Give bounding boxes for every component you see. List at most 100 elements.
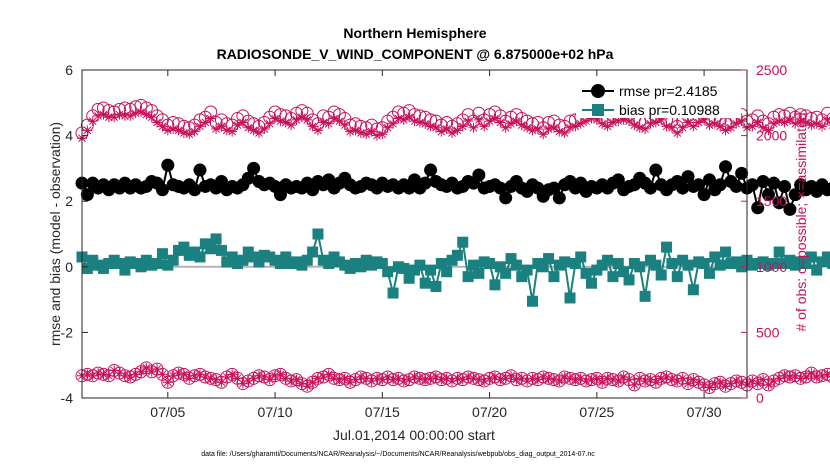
obs-assimilated-point: [554, 375, 565, 386]
obs-assimilated-point: [103, 370, 114, 381]
bias-point: [441, 266, 453, 278]
obs-assimilated-point: [516, 120, 527, 131]
bias-point: [580, 267, 592, 279]
obs-assimilated-point: [624, 374, 635, 385]
obs-assimilated-point: [506, 370, 517, 381]
obs-assimilated-point: [227, 126, 238, 137]
obs-assimilated-point: [119, 370, 130, 381]
obs-assimilated-point: [468, 122, 479, 133]
bias-point: [430, 280, 442, 292]
bias-point: [703, 267, 715, 279]
obs-possible-point: [161, 375, 175, 389]
obs-assimilated-point: [452, 125, 463, 136]
y-axis-left-label: rmse and bias (model - observation): [47, 122, 63, 346]
obs-assimilated-point: [629, 120, 640, 131]
rmse-point: [676, 181, 690, 195]
bias-point: [494, 261, 506, 273]
obs-assimilated-point: [414, 373, 425, 384]
obs-assimilated-point: [366, 126, 377, 137]
obs-assimilated-point: [227, 369, 238, 380]
obs-assimilated-point: [312, 373, 323, 384]
obs-assimilated-point: [216, 377, 227, 388]
bias-point: [585, 277, 597, 289]
bias-point: [639, 290, 651, 302]
bias-point: [355, 261, 367, 273]
obs-assimilated-point: [253, 370, 264, 381]
obs-assimilated-point: [441, 373, 452, 384]
obs-assimilated-point: [688, 374, 699, 385]
obs-assimilated-point: [211, 374, 222, 385]
obs-assimilated-point: [640, 375, 651, 386]
obs-assimilated-point: [205, 113, 216, 124]
y-left-tick-label: 4: [65, 128, 73, 144]
obs-assimilated-point: [747, 121, 758, 132]
obs-assimilated-point: [361, 373, 372, 384]
bias-point: [607, 271, 619, 283]
obs-assimilated-point: [264, 118, 275, 129]
obs-assimilated-point: [677, 373, 688, 384]
bias-point: [687, 284, 699, 296]
rmse-point: [788, 188, 802, 202]
x-tick-label: 07/20: [472, 404, 507, 420]
bias-point: [698, 258, 710, 270]
y-left-tick-layer: -4 -2 0 2 4 6: [61, 62, 88, 406]
obs-assimilated-point: [489, 113, 500, 124]
bias-point: [151, 258, 163, 270]
obs-assimilated-point: [581, 375, 592, 386]
obs-assimilated-point: [479, 375, 490, 386]
obs-assimilated-point: [548, 374, 559, 385]
obs-assimilated-point: [168, 370, 179, 381]
obs-assimilated-point: [570, 374, 581, 385]
obs-assimilated-point: [693, 117, 704, 128]
obs-assimilated-point: [500, 122, 511, 133]
obs-assimilated-point: [329, 373, 340, 384]
rmse-point: [193, 163, 207, 177]
obs-assimilated-point: [200, 372, 211, 383]
obs-assimilated-point: [575, 118, 586, 129]
obs-assimilated-point: [484, 373, 495, 384]
obs-assimilated-point: [666, 122, 677, 133]
obs-assimilated-point: [763, 379, 774, 390]
obs-assimilated-point: [318, 372, 329, 383]
bias-point: [655, 269, 667, 281]
obs-assimilated-point: [768, 118, 779, 129]
y-left-tick-label: -2: [61, 324, 74, 340]
series-assimilated-obs-bottom-: [77, 362, 830, 393]
obs-assimilated-point: [656, 373, 667, 384]
obs-assimilated-point: [806, 120, 817, 131]
obs-assimilated-point: [468, 373, 479, 384]
obs-assimilated-point: [221, 125, 232, 136]
obs-assimilated-point: [516, 373, 527, 384]
obs-assimilated-point: [103, 112, 114, 123]
obs-assimilated-point: [157, 369, 168, 380]
obs-assimilated-point: [130, 108, 141, 119]
bias-point: [467, 259, 479, 271]
obs-assimilated-point: [457, 121, 468, 132]
bias-point: [827, 258, 830, 270]
obs-assimilated-point: [409, 116, 420, 127]
obs-possible-point: [214, 375, 228, 389]
obs-assimilated-point: [237, 117, 248, 128]
obs-assimilated-point: [425, 121, 436, 132]
obs-assimilated-point: [135, 106, 146, 117]
bias-point: [714, 259, 726, 271]
bias-point: [403, 272, 415, 284]
obs-assimilated-point: [640, 124, 651, 135]
obs-assimilated-point: [447, 127, 458, 138]
obs-assimilated-point: [800, 372, 811, 383]
obs-assimilated-point: [715, 121, 726, 132]
obs-assimilated-point: [784, 372, 795, 383]
obs-assimilated-point: [87, 370, 98, 381]
obs-assimilated-point: [243, 122, 254, 133]
bias-point: [435, 258, 447, 270]
obs-assimilated-point: [189, 126, 200, 137]
obs-assimilated-point: [270, 370, 281, 381]
obs-assimilated-point: [661, 372, 672, 383]
obs-assimilated-point: [613, 375, 624, 386]
obs-assimilated-point: [634, 373, 645, 384]
obs-assimilated-point: [135, 366, 146, 377]
rmse-point: [751, 201, 765, 215]
obs-assimilated-point: [650, 377, 661, 388]
obs-assimilated-point: [752, 378, 763, 389]
obs-assimilated-point: [683, 378, 694, 389]
